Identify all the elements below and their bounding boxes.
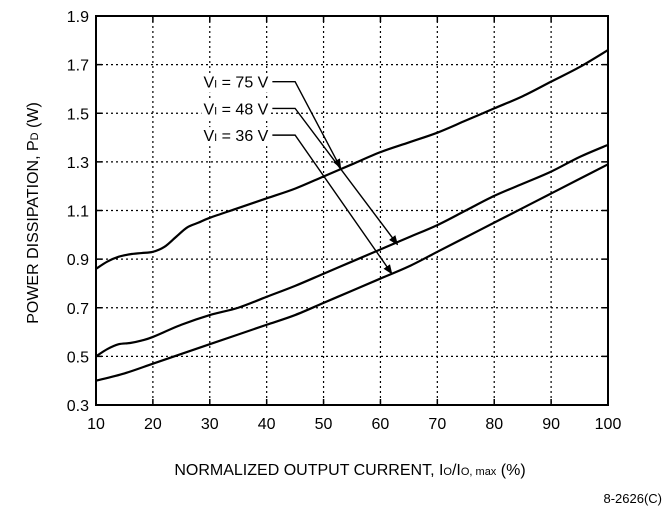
y-axis-title-main: POWER DISSIPATION,	[25, 151, 42, 324]
x-tick-label: 40	[258, 416, 276, 433]
x-axis-title-s1: O	[443, 466, 452, 478]
x-tick-labels: 10 20 30 40 50 60 70 80 90 100	[87, 416, 621, 433]
y-tick-label: 0.3	[67, 398, 89, 415]
plot-frame	[95, 15, 609, 406]
y-tick-label: 1.7	[67, 58, 89, 75]
y-axis-title-tail: (W)	[25, 102, 42, 132]
series-leader-arrow-2	[272, 107, 399, 246]
y-axis-title: POWER DISSIPATION, PD (W)	[25, 102, 42, 324]
x-tick-label: 60	[372, 416, 390, 433]
x-axis-title-main: NORMALIZED OUTPUT CURRENT,	[174, 462, 439, 479]
x-axis-title: NORMALIZED OUTPUT CURRENT, IO/IO, max (%…	[174, 462, 525, 479]
y-tick-label: 0.7	[67, 301, 89, 318]
x-tick-label: 90	[542, 416, 560, 433]
x-axis-title-sep: /I	[452, 462, 461, 479]
x-tick-label: 70	[428, 416, 446, 433]
x-tick-label: 20	[144, 416, 162, 433]
series-label-backing	[201, 127, 271, 147]
y-axis-title-sym: P	[25, 140, 42, 151]
grid-lines	[96, 16, 608, 405]
x-tick-label: 10	[87, 416, 105, 433]
x-tick-label: 50	[315, 416, 333, 433]
y-tick-label: 1.9	[67, 9, 89, 26]
y-tick-label: 1.3	[67, 155, 89, 172]
series-line-3	[95, 163, 609, 382]
series-label-1: VI = 75 V	[203, 75, 268, 92]
series-label-backing	[201, 100, 271, 120]
x-tick-label: 100	[595, 416, 622, 433]
figure-id: 8-2626(C)	[603, 491, 662, 506]
x-tick-label: 80	[485, 416, 503, 433]
series-line-1	[95, 49, 609, 270]
series-line-2	[95, 143, 609, 358]
series-leader-arrow-3	[272, 134, 393, 275]
y-tick-label: 1.1	[67, 204, 89, 221]
series-label-backing	[201, 73, 271, 93]
y-tick-labels: 0.3 0.5 0.7 0.9 1.1 1.3 1.5 1.7 1.9	[67, 9, 89, 415]
x-axis-title-i1: I	[439, 462, 443, 479]
series-label-3: VI = 36 V	[203, 128, 268, 145]
series-annotations: VI = 75 V VI = 48 V VI = 36 V	[201, 73, 399, 275]
series-lines	[95, 49, 609, 382]
y-tick-label: 0.5	[67, 349, 89, 366]
series-leader-arrow-1	[272, 80, 342, 169]
x-axis-title-tail: (%)	[496, 462, 525, 479]
y-tick-label: 1.5	[67, 106, 89, 123]
y-axis-title-sub: D	[29, 132, 41, 140]
series-label-2: VI = 48 V	[203, 101, 268, 118]
x-axis-title-s2: O, max	[461, 466, 497, 478]
y-tick-label: 0.9	[67, 252, 89, 269]
x-tick-label: 30	[201, 416, 219, 433]
